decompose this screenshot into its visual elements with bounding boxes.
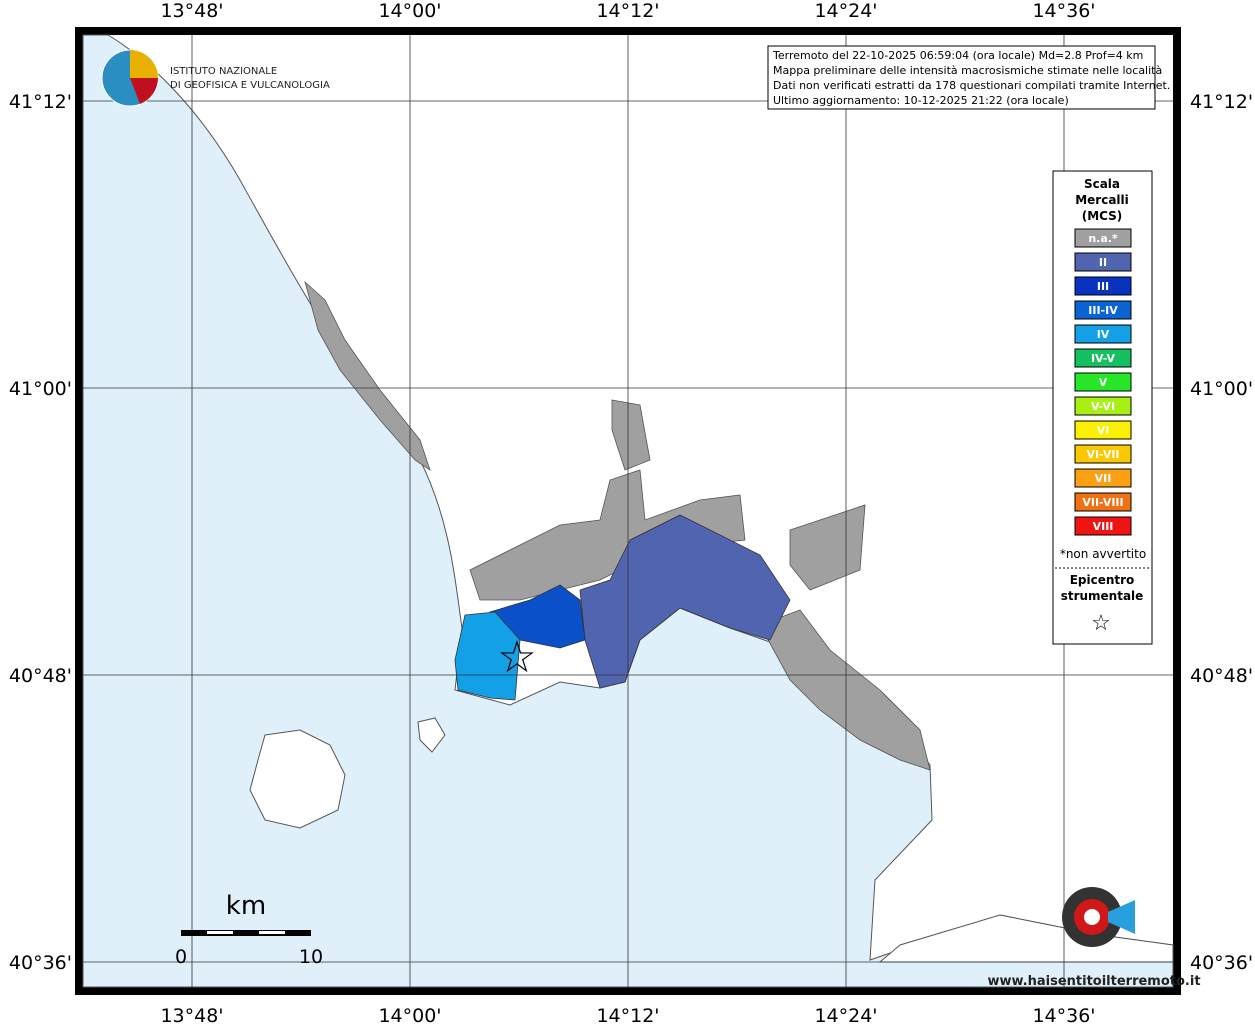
lon-label: 13°48' (160, 0, 223, 22)
legend-label: V (1099, 376, 1108, 389)
area-iv (454, 611, 521, 701)
area-ii (579, 514, 791, 689)
legend-star: ☆ (1091, 611, 1111, 636)
lon-label: 14°24' (814, 0, 877, 22)
lat-label: 41°00' (1190, 378, 1253, 400)
lat-label: 41°12' (9, 91, 72, 113)
legend-label: III (1097, 280, 1109, 293)
scale-bar-seg (207, 931, 233, 934)
legend-label: VI (1097, 424, 1110, 437)
legend-title: (MCS) (1082, 209, 1123, 223)
legend-swatch (1074, 420, 1132, 440)
scale-unit: km (226, 891, 266, 921)
legend-swatch (1074, 228, 1132, 248)
legend-label: VII (1095, 472, 1112, 485)
legend-epicenter: Epicentro (1070, 573, 1135, 587)
lon-label: 14°12' (596, 0, 659, 22)
lat-label: 40°36' (9, 952, 72, 974)
info-line: Dati non verificati estratti da 178 ques… (773, 79, 1170, 92)
legend-swatch (1074, 252, 1132, 272)
legend-swatch (1074, 516, 1132, 536)
lon-label: 14°24' (814, 1005, 877, 1024)
legend-label: IV (1097, 328, 1110, 341)
site-logo-part (1084, 909, 1100, 925)
legend-label: VI-VII (1086, 448, 1119, 461)
island-ischia (249, 729, 346, 829)
lon-label: 14°36' (1032, 0, 1095, 22)
legend-epicenter: strumentale (1061, 589, 1144, 603)
ingv-logo-part (130, 78, 158, 104)
legend-swatch (1074, 396, 1132, 416)
legend-swatch (1074, 276, 1132, 296)
lon-label: 14°00' (378, 1005, 441, 1024)
legend-title: Mercalli (1075, 193, 1129, 207)
site-logo-part (1108, 900, 1135, 934)
lon-label: 14°00' (378, 0, 441, 22)
legend-swatch (1074, 492, 1132, 512)
legend-title: Scala (1084, 177, 1120, 191)
legend-label: n.a.* (1088, 232, 1118, 245)
scale-bar-seg (259, 931, 285, 934)
lon-label: 14°12' (596, 1005, 659, 1024)
lat-label: 40°36' (1190, 952, 1253, 974)
lon-label: 13°48' (160, 1005, 223, 1024)
legend-swatch (1074, 348, 1132, 368)
scale-bar (181, 930, 311, 936)
legend-label: V-VI (1091, 400, 1115, 413)
lat-label: 40°48' (1190, 665, 1253, 687)
epicenter-star: ☆ (497, 632, 536, 683)
info-line: Ultimo aggiornamento: 10-12-2025 21:22 (… (773, 94, 1069, 107)
logo-text: ISTITUTO NAZIONALE (170, 66, 277, 77)
legend-swatch (1074, 300, 1132, 320)
legend-label: VII-VIII (1082, 496, 1123, 509)
lat-label: 41°00' (9, 378, 72, 400)
scale-end: 10 (299, 946, 323, 968)
legend-label: IV-V (1091, 352, 1116, 365)
legend-note: *non avvertito (1060, 547, 1146, 561)
ingv-logo-part (130, 50, 158, 78)
lat-label: 41°12' (1190, 91, 1253, 113)
legend-label: III-IV (1088, 304, 1118, 317)
site-text: www.haisentitoilterremoto.it (987, 974, 1200, 989)
info-line: Mappa preliminare delle intensità macros… (773, 64, 1162, 77)
lon-label: 14°36' (1032, 1005, 1095, 1024)
lat-label: 40°48' (9, 665, 72, 687)
logo-text: DI GEOFISICA E VULCANOLOGIA (170, 80, 330, 91)
scale-start: 0 (175, 946, 187, 968)
legend-swatch (1074, 468, 1132, 488)
legend-swatch (1074, 372, 1132, 392)
legend-label: II (1099, 256, 1107, 269)
legend-swatch (1074, 444, 1132, 464)
legend-swatch (1074, 324, 1132, 344)
info-line: Terremoto del 22-10-2025 06:59:04 (ora l… (772, 49, 1143, 62)
info-box (767, 45, 1156, 110)
island-procida (417, 717, 446, 753)
legend-label: VIII (1093, 520, 1114, 533)
